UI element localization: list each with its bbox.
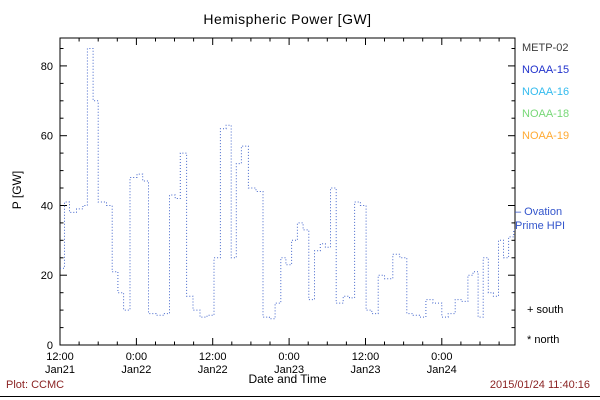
chart-title: Hemispheric Power [GW] xyxy=(203,11,372,27)
y-axis-label: P [GW] xyxy=(10,170,24,210)
y-tick-label: 20 xyxy=(41,270,53,282)
x-tick-time-label: 12:00 xyxy=(352,351,380,363)
plot-credit: Plot: CCMC xyxy=(6,379,65,391)
legend-item-metp02: METP-02 xyxy=(522,42,569,54)
legend-ovation-prime-hpi: – Ovation Prime HPI xyxy=(515,206,566,232)
x-tick-time-label: 12:00 xyxy=(199,351,227,363)
legend-north-marker: * north xyxy=(527,334,560,346)
plot-frame xyxy=(59,37,516,346)
legend-item-noaa16: NOAA-16 xyxy=(522,86,570,98)
y-tick-label: 40 xyxy=(41,201,53,213)
x-tick-date-label: Jan23 xyxy=(351,364,381,376)
x-tick-date-label: Jan23 xyxy=(274,364,304,376)
y-tick-label: 60 xyxy=(41,131,53,143)
bottom-divider xyxy=(0,396,600,397)
legend-item-noaa18: NOAA-18 xyxy=(522,108,570,120)
x-tick-date-label: Jan22 xyxy=(198,364,228,376)
x-tick-time-label: 0:00 xyxy=(278,351,299,363)
x-tick-date-label: Jan21 xyxy=(45,364,75,376)
x-tick-time-label: 12:00 xyxy=(46,351,74,363)
x-tick-time-label: 0:00 xyxy=(126,351,147,363)
legend-satellites: METP-02 NOAA-15 NOAA-16 NOAA-18 NOAA-19 xyxy=(522,42,569,152)
x-axis-label: Date and Time xyxy=(248,372,327,386)
plot-timestamp: 2015/01/24 11:40:16 xyxy=(489,379,590,391)
y-tick-label: 0 xyxy=(47,340,53,352)
x-tick-time-label: 0:00 xyxy=(431,351,452,363)
y-tick-label: 80 xyxy=(41,61,53,73)
hpi-series-line xyxy=(60,48,515,320)
legend-south-marker: + south xyxy=(527,304,564,316)
x-tick-date-label: Jan22 xyxy=(121,364,151,376)
legend-item-noaa15: NOAA-15 xyxy=(522,64,570,76)
x-tick-date-label: Jan24 xyxy=(427,364,457,376)
legend-item-noaa19: NOAA-19 xyxy=(522,130,570,142)
